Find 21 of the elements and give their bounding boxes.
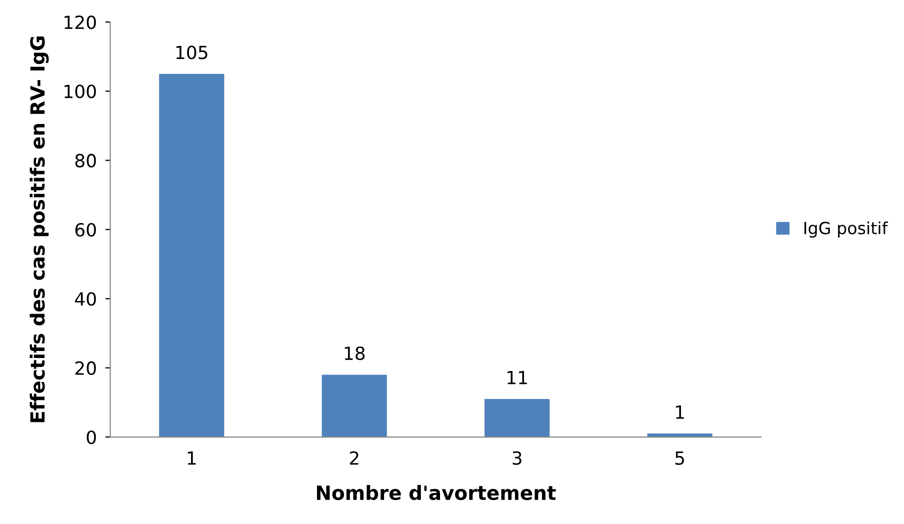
x-tick-label: 3 xyxy=(512,451,522,465)
bar xyxy=(484,398,550,438)
legend-label: IgG positif xyxy=(804,221,888,238)
y-tick-label: 20 xyxy=(75,361,96,375)
y-tick-label: 120 xyxy=(64,15,96,30)
bar xyxy=(159,74,224,438)
x-axis-title: Nombre d'avortement xyxy=(316,485,556,500)
y-tick-label: 0 xyxy=(86,430,96,444)
data-label: 18 xyxy=(344,346,365,360)
y-axis-title: Effectifs des cas positifs en RV- IgG xyxy=(30,36,49,422)
data-label: 1 xyxy=(676,406,684,419)
x-tick-label: 2 xyxy=(350,451,358,465)
y-tick-label: 40 xyxy=(75,292,96,306)
y-tick-label: 100 xyxy=(64,84,96,98)
bar xyxy=(322,374,387,438)
y-tick-label: 80 xyxy=(75,154,96,168)
x-tick-label: 5 xyxy=(675,451,684,465)
data-label: 11 xyxy=(508,370,527,384)
x-tick-label: 1 xyxy=(188,451,196,465)
data-label: 105 xyxy=(176,46,208,60)
y-tick-label: 60 xyxy=(75,222,96,237)
